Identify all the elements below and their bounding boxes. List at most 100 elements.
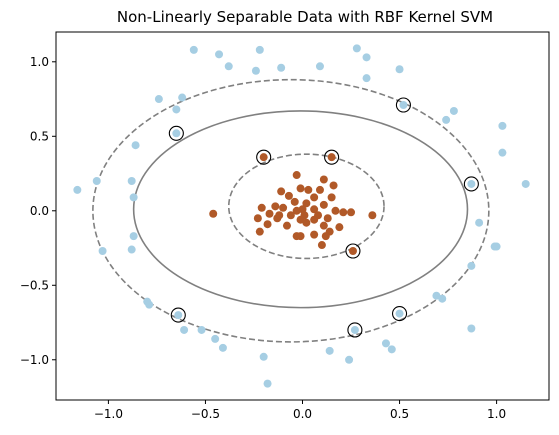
outer-point-49 bbox=[178, 93, 187, 102]
decision-contour-2 bbox=[227, 153, 385, 260]
outer-point-30 bbox=[325, 346, 334, 355]
outer-point-18 bbox=[475, 218, 484, 227]
inner-point-33 bbox=[339, 208, 348, 217]
inner-point-0 bbox=[259, 153, 268, 162]
outer-point-45 bbox=[92, 176, 101, 185]
outer-point-51 bbox=[172, 129, 181, 138]
y-tick-label-3: 0.5 bbox=[30, 129, 49, 143]
inner-point-46 bbox=[321, 232, 330, 241]
inner-point-43 bbox=[310, 230, 319, 239]
y-tick-label-0: −1.0 bbox=[20, 353, 49, 367]
axis-ticks: −1.0 −0.5 0.0 0.5 1.0 −1.0 −0.5 0.0 0.5 1.0 bbox=[20, 55, 506, 421]
outer-point-5 bbox=[255, 45, 264, 54]
outer-point-24 bbox=[467, 324, 476, 333]
outer-point-9 bbox=[362, 74, 371, 83]
x-tick-label-0: −1.0 bbox=[94, 407, 123, 421]
outer-point-50 bbox=[172, 105, 181, 114]
outer-point-11 bbox=[399, 101, 408, 110]
outer-point-12 bbox=[442, 115, 451, 124]
outer-point-1 bbox=[215, 50, 224, 59]
inner-point-38 bbox=[302, 218, 311, 227]
inner-point-16 bbox=[279, 203, 288, 212]
support-vector-6 bbox=[256, 149, 272, 165]
decision-contour-1 bbox=[92, 78, 490, 343]
inner-point-6 bbox=[304, 185, 313, 194]
outer-point-37 bbox=[174, 311, 183, 320]
support-vector-5 bbox=[170, 307, 186, 323]
inner-point-9 bbox=[284, 191, 293, 200]
inner-point-5 bbox=[296, 184, 305, 193]
outer-point-47 bbox=[131, 141, 140, 150]
inner-point-11 bbox=[327, 193, 336, 202]
y-tick-label-2: 0.0 bbox=[30, 204, 49, 218]
outer-point-28 bbox=[345, 355, 354, 364]
outer-point-35 bbox=[197, 325, 206, 334]
outer-point-44 bbox=[98, 247, 107, 256]
inner-point-32 bbox=[310, 215, 319, 224]
y-tick-label-1: −0.5 bbox=[20, 278, 49, 292]
inner-point-23 bbox=[265, 209, 274, 218]
outer-point-17 bbox=[521, 179, 530, 188]
support-vector-8 bbox=[345, 243, 361, 259]
outer-point-4 bbox=[277, 63, 286, 72]
outer-point-2 bbox=[224, 62, 233, 71]
inner-point-2 bbox=[292, 171, 301, 180]
x-tick-label-2: 0.0 bbox=[293, 407, 312, 421]
outer-point-19 bbox=[467, 261, 476, 270]
support-vector-7 bbox=[324, 149, 340, 165]
outer-point-8 bbox=[362, 53, 371, 62]
outer-point-10 bbox=[395, 65, 404, 74]
data-points bbox=[73, 44, 530, 388]
inner-point-4 bbox=[329, 181, 338, 190]
inner-point-14 bbox=[319, 200, 328, 209]
inner-point-25 bbox=[286, 211, 295, 220]
outer-point-15 bbox=[498, 148, 507, 157]
outer-point-39 bbox=[145, 300, 154, 309]
inner-point-28 bbox=[323, 214, 332, 223]
outer-point-34 bbox=[211, 334, 220, 343]
outer-point-42 bbox=[129, 193, 138, 202]
support-vectors bbox=[168, 97, 479, 338]
inner-point-29 bbox=[253, 214, 262, 223]
x-tick-label-1: −0.5 bbox=[191, 407, 220, 421]
inner-point-34 bbox=[209, 209, 218, 218]
outer-point-23 bbox=[438, 294, 447, 303]
outer-point-27 bbox=[387, 345, 396, 354]
inner-point-41 bbox=[255, 227, 264, 236]
outer-point-41 bbox=[129, 232, 138, 241]
x-tick-label-3: 0.5 bbox=[390, 407, 409, 421]
outer-point-21 bbox=[492, 242, 501, 251]
outer-point-29 bbox=[350, 325, 359, 334]
outer-point-0 bbox=[189, 45, 198, 54]
inner-point-37 bbox=[282, 221, 291, 230]
support-vector-2 bbox=[463, 176, 479, 192]
decision-contours bbox=[92, 78, 490, 343]
inner-point-3 bbox=[319, 175, 328, 184]
x-tick-label-4: 1.0 bbox=[487, 407, 506, 421]
outer-point-36 bbox=[180, 325, 189, 334]
outer-point-43 bbox=[127, 176, 136, 185]
support-vector-4 bbox=[347, 322, 363, 338]
inner-point-22 bbox=[257, 203, 266, 212]
outer-point-33 bbox=[218, 343, 227, 352]
inner-point-40 bbox=[335, 223, 344, 232]
inner-point-13 bbox=[302, 199, 311, 208]
inner-point-1 bbox=[327, 153, 336, 162]
outer-point-13 bbox=[449, 106, 458, 115]
inner-point-8 bbox=[277, 187, 286, 196]
outer-point-7 bbox=[352, 44, 361, 53]
chart-title: Non-Linearly Separable Data with RBF Ker… bbox=[117, 8, 493, 26]
inner-point-7 bbox=[315, 185, 324, 194]
outer-point-25 bbox=[395, 309, 404, 318]
inner-point-12 bbox=[290, 197, 299, 206]
inner-point-10 bbox=[310, 193, 319, 202]
outer-point-14 bbox=[498, 121, 507, 130]
outer-point-31 bbox=[259, 352, 268, 361]
decision-contour-0 bbox=[132, 110, 469, 309]
outer-point-48 bbox=[154, 95, 163, 104]
inner-point-20 bbox=[347, 208, 356, 217]
inner-point-45 bbox=[296, 232, 305, 241]
y-tick-label-4: 1.0 bbox=[30, 55, 49, 69]
inner-point-47 bbox=[317, 241, 326, 250]
inner-point-19 bbox=[331, 206, 340, 215]
